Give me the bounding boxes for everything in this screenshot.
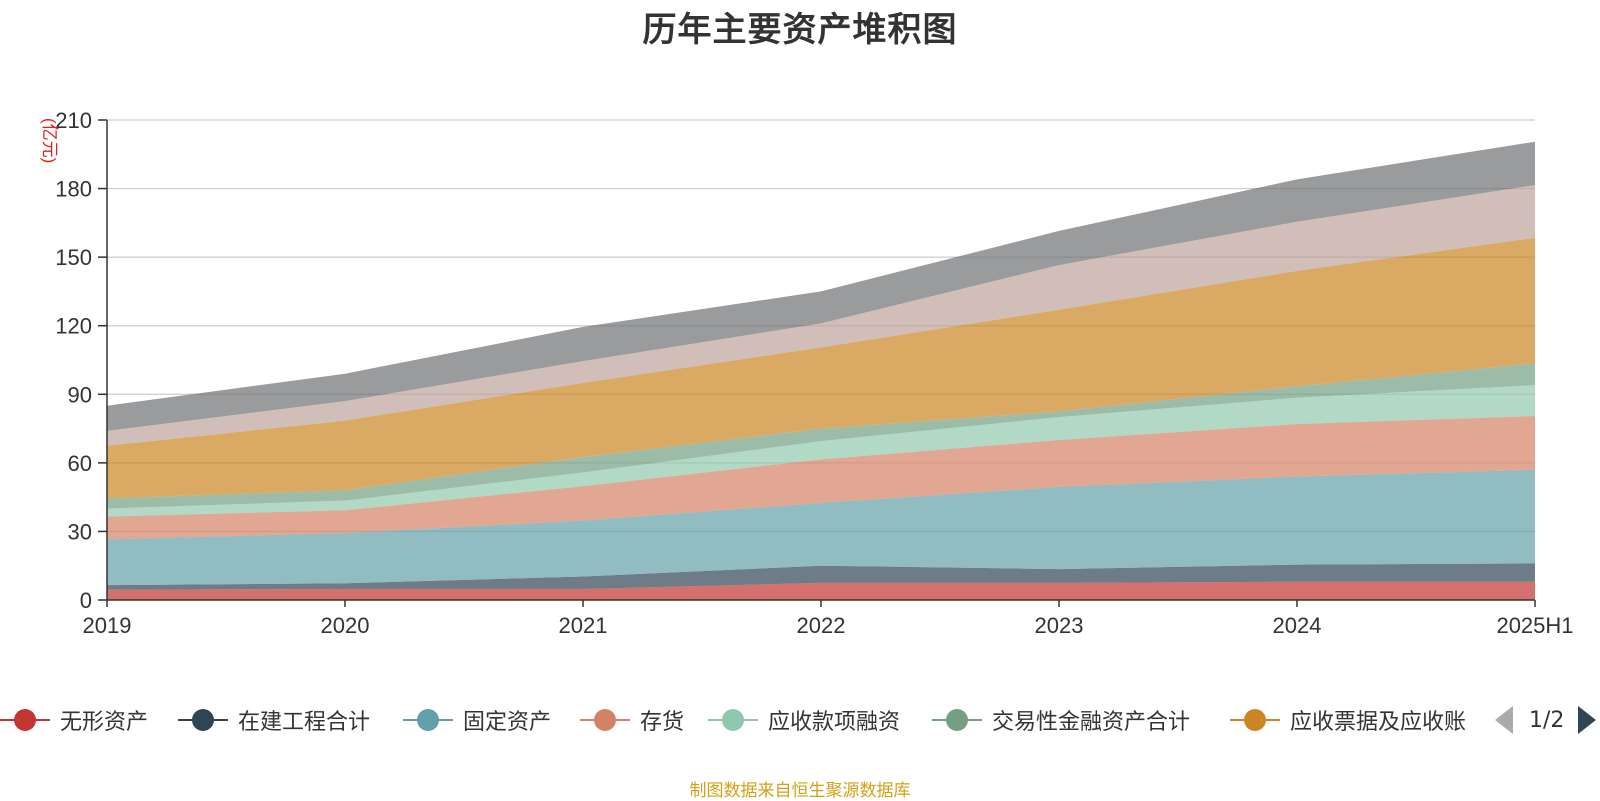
y-tick-label: 30: [68, 519, 92, 544]
area-series-2: [107, 563, 1535, 590]
x-tick-label: 2022: [797, 613, 846, 638]
data-source-note: 制图数据来自恒生聚源数据库: [689, 781, 911, 801]
y-tick-label: 90: [68, 382, 92, 407]
axes: 0 30 60 90 120 150 180 210 2019 2020 2021 2022 2023 2…: [55, 108, 1573, 638]
legend-prev-page-icon[interactable]: [1495, 706, 1513, 734]
x-tick-label: 2021: [559, 613, 608, 638]
legend-marker-icon: [178, 702, 228, 738]
legend-item-inventory[interactable]: 存货: [580, 702, 684, 738]
legend-item-fixed-assets[interactable]: 固定资产: [403, 702, 551, 738]
legend-label: 存货: [640, 710, 685, 735]
area-series-9: [107, 141, 1535, 431]
legend-marker-icon: [1230, 702, 1280, 738]
legend-marker-icon: [580, 702, 630, 738]
legend-item-construction-in-progress[interactable]: 在建工程合计: [178, 702, 370, 738]
y-tick-label: 180: [55, 177, 92, 202]
stacked-area-chart: 0 30 60 90 120 150 180 210 2019 2020 2021 2022 2023 2…: [40, 108, 1574, 638]
area-series-4: [107, 416, 1535, 540]
x-tick-label: 2024: [1273, 613, 1322, 638]
legend-label: 固定资产: [463, 710, 552, 735]
x-tick-label: 2025H1: [1496, 613, 1573, 638]
legend-label: 应收款项融资: [768, 710, 901, 735]
y-tick-label: 0: [80, 588, 92, 613]
y-tick-label: 120: [55, 314, 92, 339]
y-tick-label: 150: [55, 245, 92, 270]
legend: 无形资产 在建工程合计 固定资产 存货 应收款项融资 交易性金融资产合计 应收票…: [0, 702, 1600, 738]
area-series-5: [107, 385, 1535, 517]
area-series-6: [107, 363, 1535, 509]
legend-pager: 1/2: [1495, 702, 1597, 738]
area-series-3: [107, 469, 1535, 586]
chart-title: 历年主要资产堆积图: [642, 10, 958, 50]
x-tick-label: 2019: [83, 613, 132, 638]
area-series-7: [107, 237, 1535, 499]
legend-next-page-icon[interactable]: [1578, 706, 1597, 734]
y-tick-label: 60: [68, 451, 92, 476]
y-tick-label: 210: [55, 108, 92, 133]
legend-label: 应收票据及应收账: [1290, 710, 1467, 735]
legend-page-indicator: 1/2: [1529, 707, 1565, 733]
legend-marker-icon: [0, 702, 50, 738]
y-axis-unit-label: (亿元): [40, 118, 59, 163]
x-tick-label: 2020: [321, 613, 370, 638]
legend-label: 在建工程合计: [238, 710, 371, 735]
legend-marker-icon: [932, 702, 982, 738]
legend-marker-icon: [403, 702, 453, 738]
legend-item-receivables-financing[interactable]: 应收款项融资: [708, 702, 900, 738]
legend-marker-icon: [708, 702, 758, 738]
area-series: [107, 141, 1535, 600]
area-series-8: [107, 185, 1535, 446]
legend-item-trading-financial-assets[interactable]: 交易性金融资产合计: [932, 702, 1190, 738]
area-series-1: [107, 581, 1535, 600]
legend-item-notes-and-accounts-receivable[interactable]: 应收票据及应收账: [1230, 702, 1466, 738]
legend-item-intangible-assets[interactable]: 无形资产: [0, 702, 148, 738]
legend-label: 无形资产: [60, 710, 149, 735]
x-tick-label: 2023: [1035, 613, 1084, 638]
legend-label: 交易性金融资产合计: [992, 710, 1191, 735]
